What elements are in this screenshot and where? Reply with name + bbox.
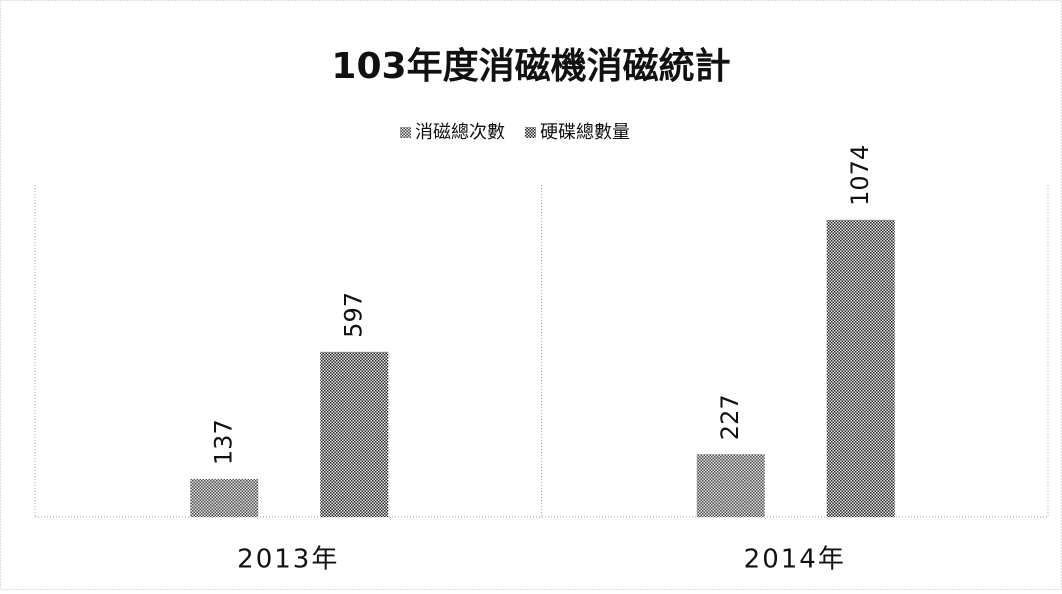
bar — [826, 219, 895, 518]
x-tick-label: 2013年 — [237, 545, 339, 575]
data-label: 1074 — [846, 145, 874, 206]
legend-label: 硬碟總數量 — [540, 122, 630, 143]
data-label: 227 — [716, 394, 744, 440]
legend-swatch — [400, 127, 411, 138]
data-label: 597 — [339, 292, 367, 338]
bar — [320, 351, 389, 517]
bar — [190, 479, 259, 517]
chart-title: 103年度消磁機消磁統計 — [331, 46, 730, 87]
data-label: 137 — [209, 419, 237, 465]
legend-swatch — [525, 127, 536, 138]
bar — [696, 454, 765, 517]
x-tick-label: 2014年 — [744, 545, 846, 575]
legend-label: 消磁總次數 — [415, 122, 505, 143]
